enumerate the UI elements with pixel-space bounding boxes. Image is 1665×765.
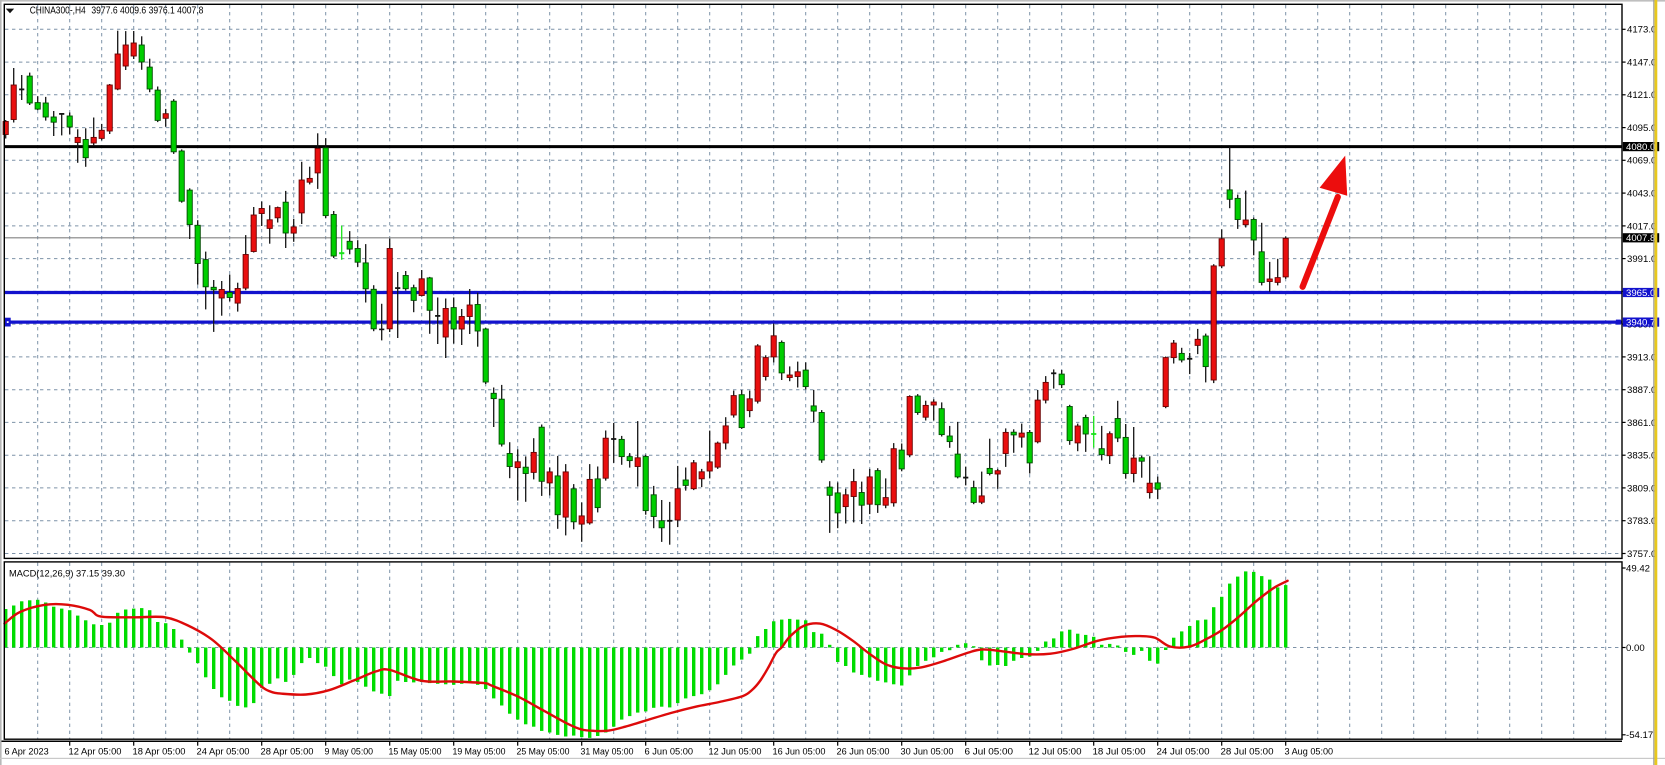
svg-text:24 Jul 05:00: 24 Jul 05:00: [1157, 747, 1210, 758]
svg-text:31 May 05:00: 31 May 05:00: [581, 747, 634, 758]
svg-text:30 Jun 05:00: 30 Jun 05:00: [901, 747, 954, 758]
svg-text:4147.0: 4147.0: [1627, 58, 1656, 69]
svg-text:19 May 05:00: 19 May 05:00: [453, 747, 506, 758]
svg-text:4017.0: 4017.0: [1627, 221, 1656, 232]
svg-text:4173.0: 4173.0: [1627, 25, 1656, 36]
svg-text:4121.0: 4121.0: [1627, 90, 1656, 101]
svg-text:3 Aug 05:00: 3 Aug 05:00: [1285, 747, 1334, 758]
svg-text:9 May 05:00: 9 May 05:00: [325, 747, 374, 758]
svg-text:MACD(12,26,9) 37.15 39.30: MACD(12,26,9) 37.15 39.30: [9, 569, 125, 580]
svg-text:25 May 05:00: 25 May 05:00: [517, 747, 570, 758]
svg-text:3940.7: 3940.7: [1626, 318, 1655, 329]
svg-text:12 Apr 05:00: 12 Apr 05:00: [69, 747, 122, 758]
svg-text:3757.0: 3757.0: [1627, 549, 1656, 560]
svg-text:18 Apr 05:00: 18 Apr 05:00: [133, 747, 186, 758]
svg-text:0.00: 0.00: [1626, 643, 1645, 654]
svg-text:18 Jul 05:00: 18 Jul 05:00: [1093, 747, 1146, 758]
svg-text:15 May 05:00: 15 May 05:00: [389, 747, 442, 758]
svg-text:3783.0: 3783.0: [1627, 516, 1656, 527]
svg-text:4043.0: 4043.0: [1627, 189, 1656, 200]
svg-text:4095.0: 4095.0: [1627, 123, 1656, 134]
svg-text:3887.0: 3887.0: [1627, 385, 1656, 396]
svg-text:26 Jun 05:00: 26 Jun 05:00: [837, 747, 890, 758]
svg-text:3809.0: 3809.0: [1627, 483, 1656, 494]
svg-text:28 Apr 05:00: 28 Apr 05:00: [261, 747, 314, 758]
svg-text:3861.0: 3861.0: [1627, 418, 1656, 429]
svg-text:12 Jun 05:00: 12 Jun 05:00: [709, 747, 762, 758]
svg-text:3835.0: 3835.0: [1627, 451, 1656, 462]
svg-text:6 Jun 05:00: 6 Jun 05:00: [645, 747, 694, 758]
svg-text:3965.0: 3965.0: [1626, 288, 1655, 299]
svg-text:6 Jul 05:00: 6 Jul 05:00: [965, 747, 1014, 758]
svg-text:49.42: 49.42: [1626, 563, 1650, 574]
svg-text:3913.0: 3913.0: [1627, 352, 1656, 363]
svg-text:3977.6 4009.6 3976.1 4007.8: 3977.6 4009.6 3976.1 4007.8: [91, 6, 203, 17]
svg-text:4069.0: 4069.0: [1627, 156, 1656, 167]
svg-text:6 Apr 2023: 6 Apr 2023: [5, 747, 49, 758]
svg-text:4080.0: 4080.0: [1626, 142, 1655, 153]
svg-text:CHINA300-,H4: CHINA300-,H4: [30, 6, 86, 17]
svg-text:28 Jul 05:00: 28 Jul 05:00: [1221, 747, 1274, 758]
svg-text:-54.17: -54.17: [1626, 730, 1653, 741]
svg-text:12 Jul 05:00: 12 Jul 05:00: [1029, 747, 1082, 758]
svg-text:16 Jun 05:00: 16 Jun 05:00: [773, 747, 826, 758]
svg-text:4007.8: 4007.8: [1626, 233, 1655, 244]
svg-text:3991.0: 3991.0: [1627, 254, 1656, 265]
svg-text:24 Apr 05:00: 24 Apr 05:00: [197, 747, 250, 758]
